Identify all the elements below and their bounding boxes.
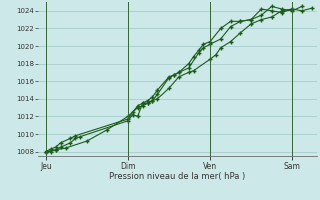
X-axis label: Pression niveau de la mer( hPa ): Pression niveau de la mer( hPa ) [109, 172, 246, 181]
